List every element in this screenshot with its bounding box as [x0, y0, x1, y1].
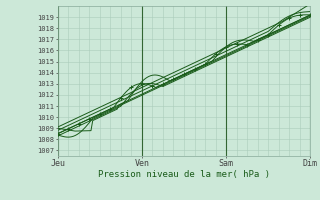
X-axis label: Pression niveau de la mer( hPa ): Pression niveau de la mer( hPa ) — [98, 170, 270, 179]
